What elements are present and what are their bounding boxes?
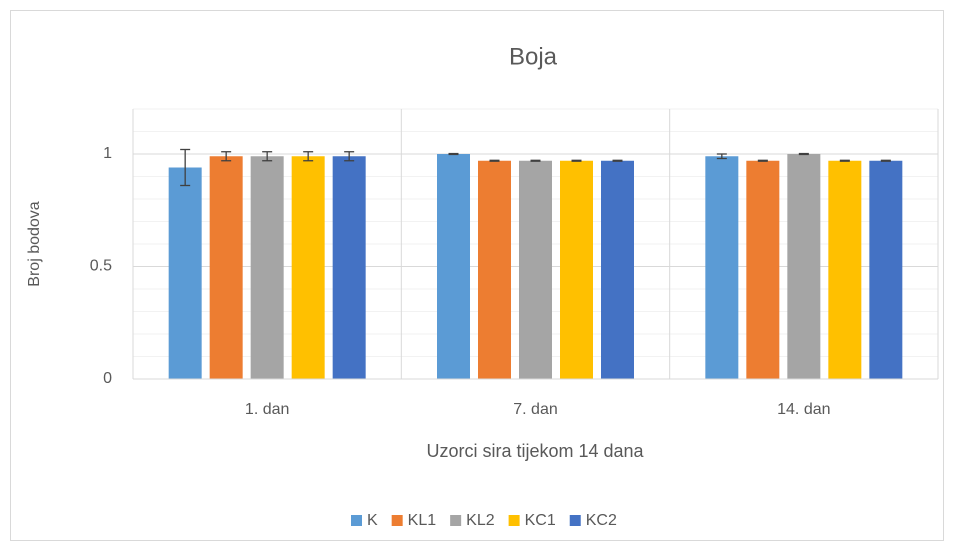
legend-label: KC1 [525, 512, 556, 529]
bar [291, 156, 325, 379]
error-bar [612, 159, 623, 162]
bar [560, 160, 593, 379]
bar [437, 154, 470, 379]
error-bar [180, 148, 191, 187]
bar [478, 160, 511, 379]
bar [705, 156, 739, 379]
error-bar [344, 151, 355, 162]
error-bar [448, 152, 459, 156]
error-bar [757, 159, 768, 162]
x-tick-label: 7. dan [513, 401, 557, 418]
error-bar [798, 152, 809, 156]
bar [168, 167, 202, 379]
legend-swatch [450, 515, 462, 526]
bar [519, 160, 552, 379]
legend-swatch [569, 515, 581, 526]
error-bar [262, 151, 273, 162]
legend-swatch [508, 515, 520, 526]
bar [787, 154, 821, 379]
bar [828, 160, 862, 379]
y-axis-title: Broj bodova [26, 201, 43, 286]
y-tick-label: 1 [103, 145, 112, 162]
error-bar [530, 159, 541, 162]
legend-label: KL1 [408, 512, 437, 529]
error-bar [839, 159, 850, 162]
legend-label: KL2 [466, 512, 495, 529]
error-bar [489, 159, 500, 162]
bar [332, 156, 366, 379]
bar [746, 160, 780, 379]
error-bar [571, 159, 582, 162]
legend-swatch [351, 515, 362, 526]
legend-swatch [391, 515, 403, 526]
bar [869, 160, 903, 379]
error-bar [303, 151, 314, 162]
bar [209, 156, 243, 379]
error-bar [716, 153, 727, 160]
error-bar [221, 151, 232, 162]
x-tick-label: 1. dan [245, 401, 289, 418]
legend-label: KC2 [586, 512, 617, 529]
x-axis-title: Uzorci sira tijekom 14 dana [426, 441, 644, 461]
x-tick-label: 14. dan [777, 401, 830, 418]
error-bar [880, 159, 891, 162]
bar [601, 160, 634, 379]
chart-title: Boja [509, 43, 558, 70]
y-tick-label: 0 [103, 370, 112, 387]
y-tick-label: 0.5 [90, 258, 112, 275]
legend-label: K [367, 512, 378, 529]
bar [250, 156, 284, 379]
